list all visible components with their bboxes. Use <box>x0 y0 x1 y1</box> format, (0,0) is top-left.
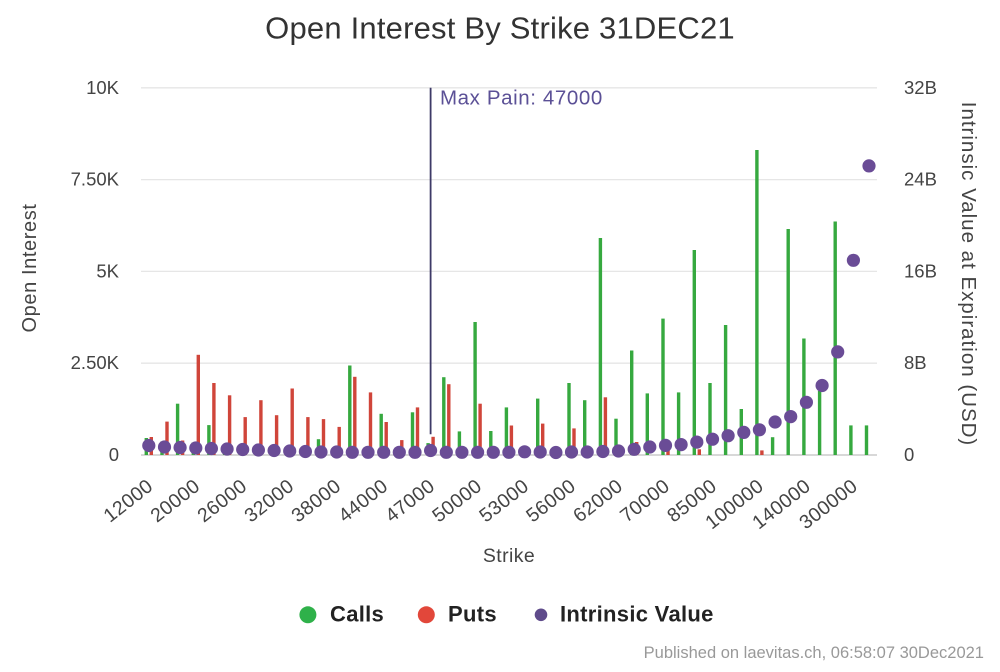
svg-text:Open Interest By Strike 31DEC2: Open Interest By Strike 31DEC21 <box>265 11 735 46</box>
svg-text:32B: 32B <box>904 77 937 98</box>
svg-text:16B: 16B <box>904 260 937 281</box>
svg-text:0: 0 <box>109 444 119 465</box>
svg-text:Intrinsic Value: Intrinsic Value <box>560 602 714 627</box>
svg-text:Calls: Calls <box>330 602 384 627</box>
svg-text:8B: 8B <box>904 352 927 373</box>
svg-text:Open Interest: Open Interest <box>19 204 41 333</box>
svg-text:Puts: Puts <box>448 602 497 627</box>
svg-text:7.50K: 7.50K <box>71 169 120 190</box>
svg-text:0: 0 <box>904 444 914 465</box>
svg-text:2.50K: 2.50K <box>71 352 120 373</box>
svg-text:Published on laevitas.ch, 06:5: Published on laevitas.ch, 06:58:07 30Dec… <box>644 644 984 662</box>
svg-text:24B: 24B <box>904 169 937 190</box>
svg-text:5K: 5K <box>96 260 119 281</box>
svg-text:Max Pain: 47000: Max Pain: 47000 <box>440 87 603 110</box>
svg-text:Strike: Strike <box>483 545 535 567</box>
svg-text:Intrinsic Value at Expiration: Intrinsic Value at Expiration (USD) <box>957 102 980 447</box>
svg-text:10K: 10K <box>86 77 120 98</box>
